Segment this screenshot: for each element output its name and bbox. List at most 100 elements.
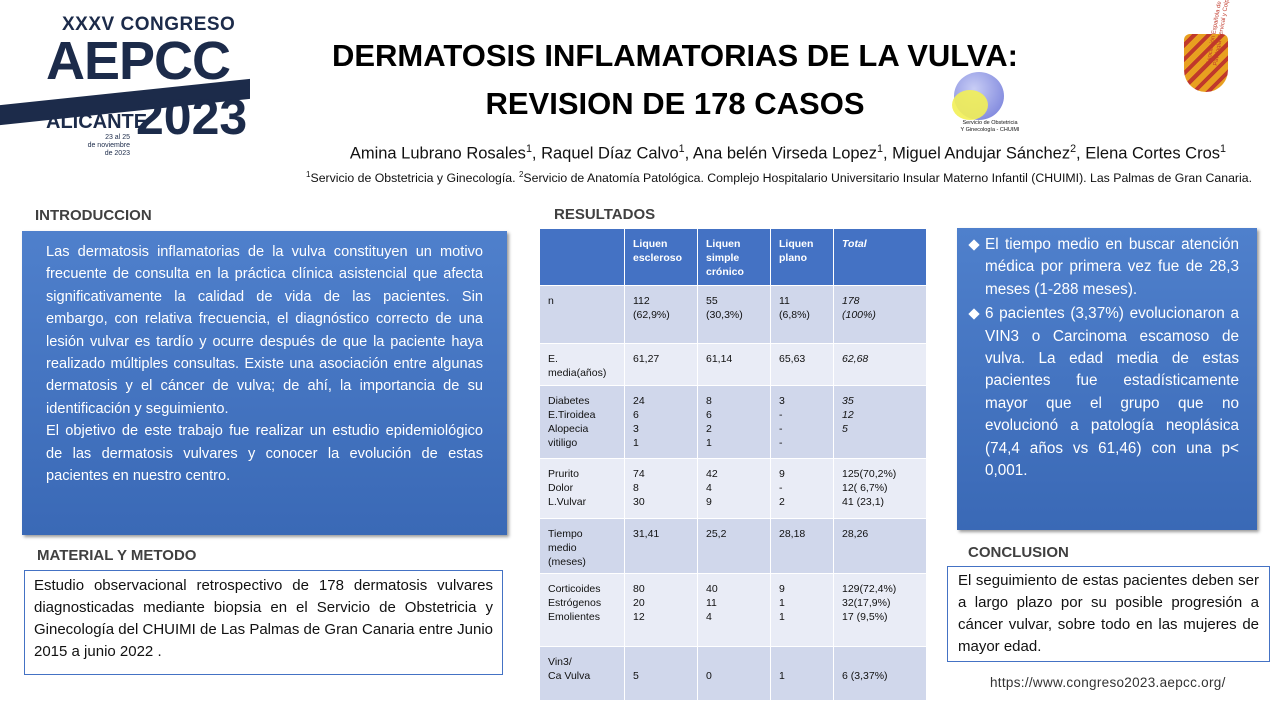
cell-line: 3 [779,395,785,407]
table-cell: 3 - - - [770,385,834,459]
intro-paragraph: El objetivo de este trabajo fue realizar… [46,423,483,485]
cell-line: crónico [706,266,744,278]
cell-line: (6,8%) [779,309,810,321]
section-heading: INTRODUCCION [35,207,152,224]
table-cell: 8 6 2 1 [697,385,771,459]
header-row: Liquen escleroso Liquen simple crónico Liquen… [539,228,927,286]
cell-line: 8 [633,482,639,494]
cell-line: (30,3%) [706,309,743,321]
author-affiliation: 1 [876,143,883,155]
section-heading: RESULTADOS [554,206,656,223]
author-name: Ana belén Virseda Lopez [692,144,877,163]
table-cell: 178 (100%) [833,285,927,344]
finding: El tiempo medio en buscar atención médic… [969,234,1239,301]
author-name: Miguel Andujar Sánchez [892,144,1071,163]
cell-line: 2 [779,496,785,508]
cell-line: 61,27 [633,353,660,365]
cell-line: 28,26 [842,528,869,540]
author-affiliation: 1 [1220,143,1226,155]
author-affiliation: 2 [1070,143,1077,155]
cell-line: (meses) [548,556,586,568]
section-heading: MATERIAL Y METODO [37,547,197,564]
cell-line: vitiligo [548,437,578,449]
cell-line: Vin3/ [548,656,572,668]
cell-line: - [779,482,783,494]
cell-line: 80 [633,583,645,595]
cell-line: 1 [706,437,712,449]
cell-line: simple [706,252,740,264]
cell-line: 32(17,9%) [842,597,891,609]
table-row: E. media(años) 61,27 61,14 65,63 62,68 [539,343,927,386]
cell-line: 74 [633,468,645,480]
table-cell: Total [833,228,927,286]
table-cell: 61,27 [624,343,698,386]
table-row: n 112 (62,9%) 55 (30,3%) 11 (6,8%) 178 (100%) [539,285,927,344]
table-cell: 25,2 [697,518,771,574]
affiliation-text: Servicio de Anatomía Patológica. Complej… [523,171,1252,186]
affiliations: 1Servicio de Obstetricia y Ginecología. … [306,170,1252,185]
table-cell: 112 (62,9%) [624,285,698,344]
table-cell: 125(70,2%) 12( 6,7%) 41 (23,1) [833,458,927,519]
table-cell: 0 [697,646,771,701]
cell-line: 40 [706,583,718,595]
cell-line: 42 [706,468,718,480]
cell-line: 4 [706,482,712,494]
intro-box: Las dermatosis inflamatorias de la vulva… [22,231,507,535]
author-name: Amina Lubrano Rosales [349,144,526,163]
cell-line: 112 [633,295,650,307]
cell-line: 8 [706,395,712,407]
cell-line: 55 [706,295,718,307]
association-logo: Asociación Española de Patología Cervica… [1172,0,1252,116]
table-cell: 35 12 5 [833,385,927,459]
table-cell: 40 11 4 [697,573,771,647]
finding: 6 pacientes (3,37%) evolucionaron a VIN3… [969,303,1239,482]
cell-line: Total [842,238,867,250]
table-cell: 61,14 [697,343,771,386]
table-cell: Diabetes E.Tiroidea Alopecia vitiligo [539,385,625,459]
logo-text: de 2023 [104,150,130,157]
table-cell: E. media(años) [539,343,625,386]
cell-line: 6 (3,37%) [842,670,888,682]
cell-line: Ca Vulva [548,670,591,682]
cell-line: n [548,295,554,307]
author-name: Raquel Díaz Calvo [541,144,679,163]
cell-line: 12( 6,7%) [842,482,888,494]
affiliation-number: 1 [306,170,311,179]
cell-line: 6 [633,409,639,421]
table-cell: Corticoides Estrógenos Emolientes [539,573,625,647]
authors: Amina Lubrano Rosales1, Raquel Díaz Calv… [349,143,1226,163]
cell-line: 62,68 [842,353,869,365]
table-cell: 5 [624,646,698,701]
logo-text: 23 al 25 [105,134,130,141]
cell-line: 31,41 [633,528,660,540]
cell-line: 1 [779,670,785,682]
cell-line: 9 [779,583,785,595]
table-row: Diabetes E.Tiroidea Alopecia vitiligo 24 6 3 1 8… [539,385,927,459]
table-cell: 74 8 30 [624,458,698,519]
service-logo: Servicio de Obstetricia Y Ginecología - … [948,70,1028,140]
logo-dates: 23 al 25 de noviembre de 2023 [72,134,130,158]
table-cell: 1 [770,646,834,701]
table-row: Vin3/Ca Vulva 5 0 1 6 (3,37%) [539,646,927,701]
logo-text: Servicio de Obstetricia [962,120,1018,126]
cell-line: Corticoides [548,583,601,595]
cell-line: 2 [706,423,712,435]
cell-line: - [779,409,783,421]
cell-line: 11 [706,597,717,609]
table-cell: 42 4 9 [697,458,771,519]
author-affiliation: 1 [525,143,532,155]
table-cell: 11 (6,8%) [770,285,834,344]
affiliation-text: Servicio de Obstetricia y Ginecología. [310,171,516,186]
logo-caption: Servicio de Obstetricia Y Ginecología - … [950,120,1030,134]
cell-line: 5 [633,670,639,682]
cell-line: 125(70,2%) [842,468,897,480]
cell-line: plano [779,252,807,264]
cell-line: 28,18 [779,528,806,540]
cell-line: 41 (23,1) [842,496,885,508]
table-cell: 65,63 [770,343,834,386]
cell-line: 3 [633,423,639,435]
cell-line: E.Tiroidea [548,409,596,421]
cell-line: 4 [706,611,712,623]
table-cell: 6 (3,37%) [833,646,927,701]
logo-text: XXXV CONGRESO [62,14,236,35]
